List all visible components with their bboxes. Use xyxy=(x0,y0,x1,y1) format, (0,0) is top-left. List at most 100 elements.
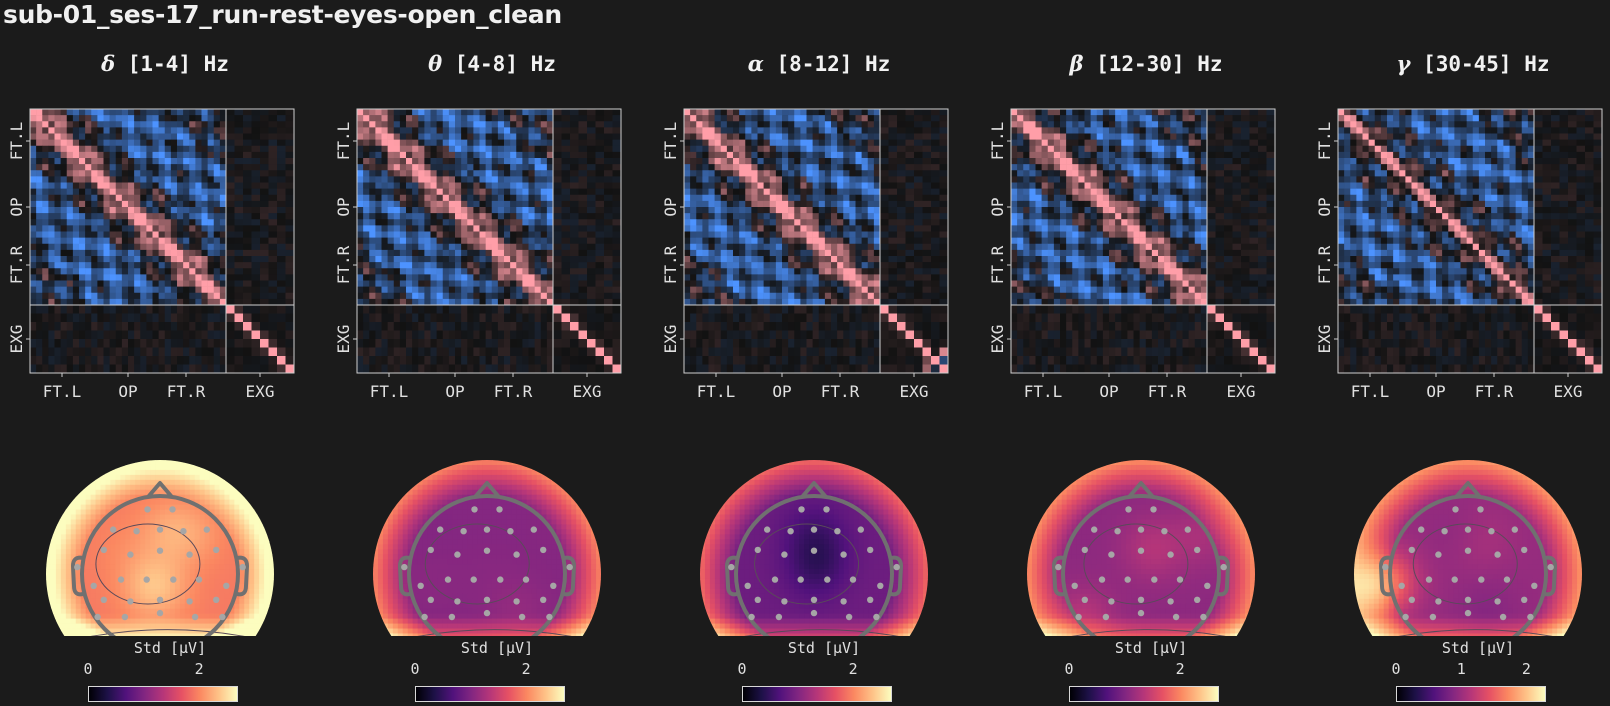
topomap-pixel xyxy=(125,574,131,580)
matrix-cell xyxy=(234,188,244,196)
matrix-cell xyxy=(219,330,227,340)
topomap-pixel xyxy=(95,544,101,550)
matrix-cell xyxy=(534,133,542,140)
topomap-pixel xyxy=(184,460,191,466)
topomap-pixel xyxy=(214,469,220,476)
matrix-cell xyxy=(504,262,511,269)
topomap-pixel xyxy=(169,598,176,605)
matrix-cell xyxy=(595,170,605,177)
topomap-pixel xyxy=(269,499,274,506)
topomap-pixel xyxy=(46,474,52,481)
matrix-cell xyxy=(158,330,166,340)
topomap-pixel xyxy=(140,484,146,491)
matrix-cell xyxy=(201,200,208,208)
matrix-cell xyxy=(430,231,437,238)
matrix-cell xyxy=(534,127,542,134)
topomap-pixel xyxy=(110,519,116,525)
matrix-cell xyxy=(72,237,80,245)
matrix-cell xyxy=(260,170,269,177)
matrix-cell xyxy=(268,133,278,140)
matrix-cell xyxy=(595,145,605,153)
matrix-cell xyxy=(146,313,153,323)
matrix-cell xyxy=(363,225,370,232)
matrix-cell xyxy=(109,249,117,257)
matrix-cell xyxy=(595,158,605,165)
matrix-cell xyxy=(412,274,419,281)
topomap-pixel xyxy=(135,603,141,610)
matrix-cell xyxy=(60,170,68,177)
matrix-cell xyxy=(158,219,166,226)
matrix-cell xyxy=(177,322,184,331)
matrix-cell xyxy=(612,286,622,294)
matrix-cell xyxy=(146,127,153,134)
topomap-pixel xyxy=(209,539,215,545)
matrix-cell xyxy=(473,170,480,177)
topomap-pixel xyxy=(50,514,57,520)
topomap-pixel xyxy=(269,608,274,615)
matrix-cell xyxy=(406,115,413,122)
matrix-cell xyxy=(534,109,542,116)
matrix-cell xyxy=(79,305,86,314)
topomap-pixel xyxy=(90,484,96,491)
topomap-pixel xyxy=(194,598,201,605)
matrix-cell xyxy=(213,164,221,171)
matrix-cell xyxy=(260,219,269,226)
topomap-pixel xyxy=(155,564,161,570)
topomap-pixel xyxy=(155,618,161,624)
matrix-cell xyxy=(375,176,382,183)
topomap-pixel xyxy=(46,623,52,629)
matrix-cell xyxy=(207,151,215,159)
matrix-cell xyxy=(79,207,86,214)
matrix-cell xyxy=(357,121,364,128)
matrix-cell xyxy=(534,145,542,153)
matrix-cell xyxy=(510,194,517,202)
matrix-cell xyxy=(183,231,190,238)
topomap-pixel xyxy=(194,489,201,496)
matrix-cell xyxy=(277,330,286,340)
matrix-cell xyxy=(79,298,86,306)
matrix-cell xyxy=(479,109,486,116)
matrix-cell xyxy=(387,280,395,287)
matrix-cell xyxy=(54,280,61,287)
matrix-cell xyxy=(612,237,622,245)
topomap-pixel xyxy=(105,469,111,476)
matrix-cell xyxy=(260,194,269,202)
matrix-cell xyxy=(97,225,104,232)
matrix-cell xyxy=(546,151,554,159)
matrix-cell xyxy=(48,298,55,306)
matrix-cell xyxy=(578,115,588,122)
matrix-cell xyxy=(369,286,376,294)
matrix-cell xyxy=(213,115,221,122)
matrix-cell xyxy=(189,256,196,263)
matrix-cell xyxy=(442,158,450,165)
topomap-pixel xyxy=(55,544,62,550)
matrix-cell xyxy=(479,188,486,196)
matrix-cell xyxy=(485,231,493,238)
matrix-cell xyxy=(553,200,562,208)
matrix-cell xyxy=(48,286,55,294)
matrix-cell xyxy=(146,145,153,153)
topomap-pixel xyxy=(164,519,171,525)
matrix-cell xyxy=(375,133,382,140)
topomap-pixel xyxy=(50,603,57,610)
matrix-cell xyxy=(177,219,184,226)
matrix-cell xyxy=(103,200,110,208)
matrix-cell xyxy=(251,127,261,134)
matrix-cell xyxy=(128,115,135,122)
topomap-pixel xyxy=(65,544,72,550)
topomap-pixel xyxy=(85,608,92,615)
matrix-cell xyxy=(189,158,196,165)
matrix-cell xyxy=(467,139,474,147)
matrix-cell xyxy=(436,109,444,116)
matrix-cell xyxy=(473,145,480,153)
matrix-cell xyxy=(369,164,376,171)
topomap-pixel xyxy=(234,529,240,535)
topomap-pixel xyxy=(50,479,57,486)
topomap-pixel xyxy=(269,514,274,520)
matrix-cell xyxy=(612,243,622,251)
matrix-cell xyxy=(448,176,456,183)
matrix-cell xyxy=(260,139,269,147)
matrix-cell xyxy=(570,133,579,140)
matrix-cell xyxy=(36,219,43,226)
topomap-pixel xyxy=(145,524,151,530)
